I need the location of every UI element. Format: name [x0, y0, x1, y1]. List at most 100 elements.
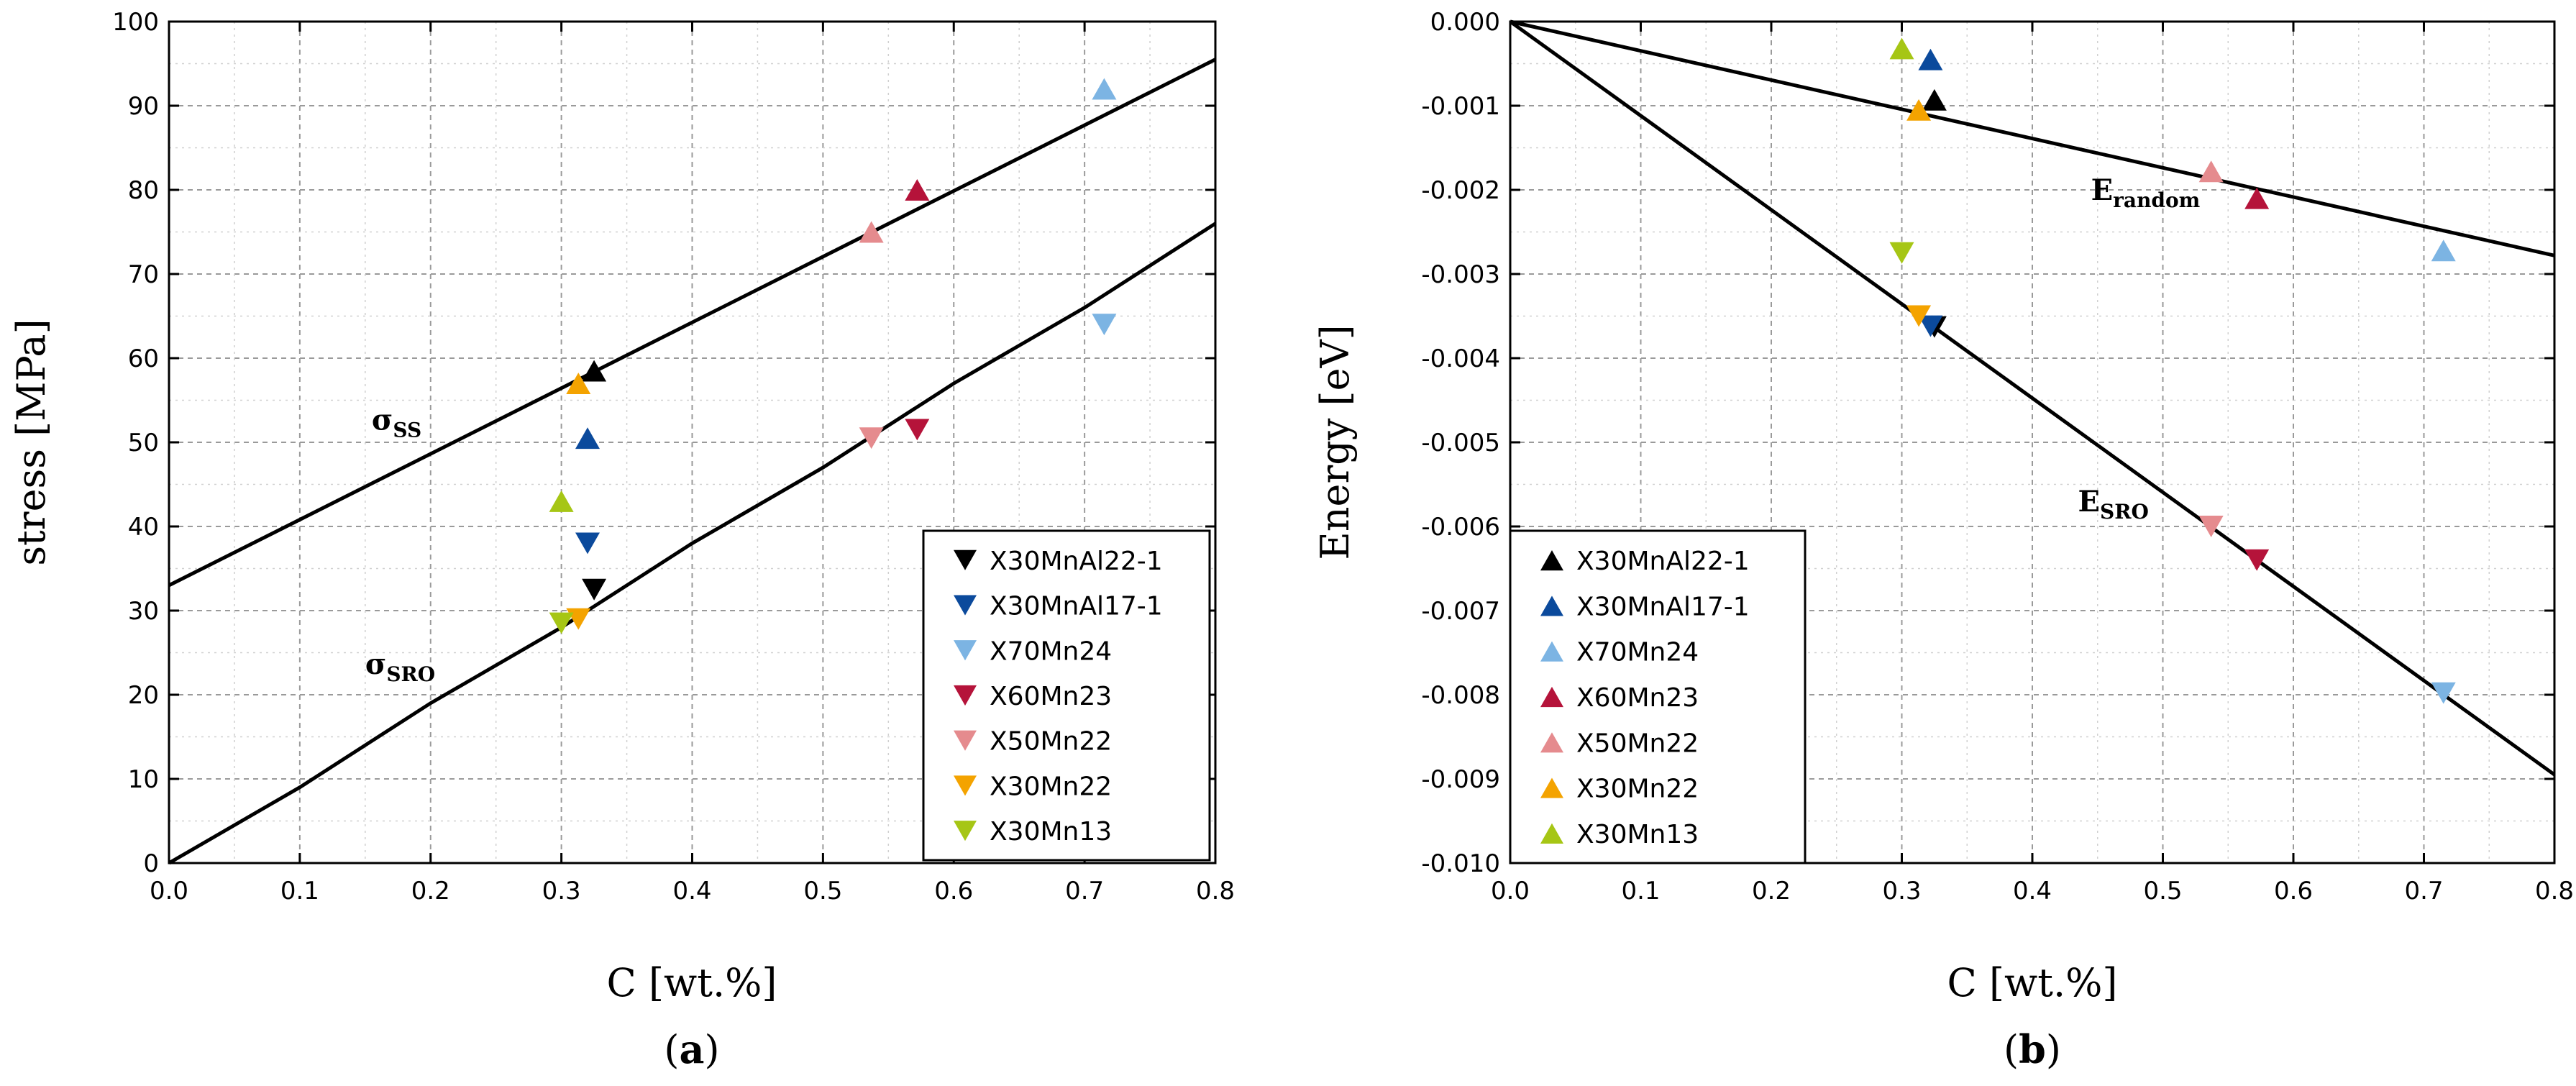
y-tick-label: -0.004 — [1421, 344, 1500, 373]
fit-line-ss — [168, 58, 1217, 588]
data-point-x30mn22-down — [1906, 305, 1932, 327]
line-label-sub: SRO — [2100, 500, 2149, 524]
data-point-x30mnal22-1-down — [582, 578, 607, 601]
x-tick-label: 0.3 — [542, 877, 581, 905]
panel-label-open: ( — [2004, 1027, 2019, 1072]
y-tick-label: 30 — [128, 597, 159, 626]
x-tick-label: 0.4 — [2013, 877, 2052, 905]
x-axis: 0.0 0.1 0.2 0.3 0.4 0.5 0.6 0.7 0.8 — [150, 22, 1235, 905]
x-tick-label: 0.5 — [803, 877, 842, 905]
series-x30mnal22-1 — [582, 360, 607, 601]
legend-label-x30mn22: X30Mn22 — [1576, 775, 1699, 804]
legend-marker-x30mn22 — [954, 775, 977, 796]
x-tick-label: 0.2 — [411, 877, 450, 905]
legend-label-x30mnal22-1: X30MnAl22-1 — [990, 547, 1163, 576]
series-x30mnal22-1 — [1922, 88, 1947, 338]
y-axis-title: stress [MPa] — [9, 319, 54, 565]
y-tick-label: -0.005 — [1421, 429, 1500, 457]
series-x30mn22 — [566, 373, 591, 630]
panel-b: 0.0 0.1 0.2 0.3 0.4 0.5 0.6 0.7 0.8-0.010-0.009-… — [1312, 8, 2574, 1072]
legend-label-x30mn22: X30Mn22 — [990, 772, 1112, 801]
legend-box — [922, 529, 1211, 862]
data-point-x70mn24-up — [2431, 239, 2456, 262]
legend-marker-x30mnal22-1 — [1540, 550, 1563, 571]
legend-marker-x60mn23 — [1540, 686, 1563, 708]
series-x30mnal17-1 — [575, 427, 600, 555]
y-tick-label: 50 — [128, 429, 159, 457]
x-tick-label: 0.6 — [934, 877, 973, 905]
x-tick-label: 0.5 — [2143, 877, 2182, 905]
y-tick-label: 70 — [128, 260, 159, 289]
x-tick-label: 0.8 — [1196, 877, 1235, 905]
panel-label-open: ( — [664, 1027, 679, 1072]
legend-label-x60mn23: X60Mn23 — [990, 682, 1112, 711]
series-x60mn23 — [905, 179, 930, 441]
data-point-x30mnal22-1-up — [1922, 88, 1947, 111]
legend-label-x30mn13: X30Mn13 — [990, 817, 1112, 847]
data-point-x30mnal17-1-up — [575, 427, 600, 450]
x-axis-title: C [wt.%] — [606, 960, 777, 1005]
series-x50mn22 — [2198, 160, 2224, 537]
x-tick-label: 0.2 — [1752, 877, 1791, 905]
data-point-x30mn22-up — [566, 373, 591, 395]
x-tick-label: 0.0 — [1491, 877, 1530, 905]
legend-label-x30mn13: X30Mn13 — [1576, 820, 1699, 849]
y-tick-label: 100 — [112, 8, 159, 37]
legend-marker-x30mnal17-1 — [954, 595, 977, 616]
x-tick-label: 0.0 — [150, 877, 188, 905]
legend-marker-x30mn13 — [954, 821, 977, 841]
legend-marker-x70mn24 — [954, 640, 977, 661]
series-x70mn24 — [1092, 78, 1117, 336]
y-tick-label: 60 — [128, 344, 159, 373]
fit-line-erandom — [1509, 19, 2555, 257]
legend-marker-x30mnal17-1 — [1540, 596, 1563, 616]
panel-a: 0.0 0.1 0.2 0.3 0.4 0.5 0.6 0.7 0.8 0 10 20 30 40 50 60… — [9, 8, 1235, 1072]
x-tick-label: 0.7 — [2404, 877, 2443, 905]
x-tick-label: 0.6 — [2274, 877, 2313, 905]
series-x30mn22 — [1906, 99, 1932, 327]
series-x30mn13 — [1889, 37, 1914, 264]
legend-marker-x30mn22 — [1540, 777, 1563, 798]
data-point-x30mnal17-1-down — [575, 532, 600, 555]
fit-line-sro — [168, 222, 1217, 865]
y-axis-title: Energy [eV] — [1312, 324, 1358, 560]
legend: X30MnAl22-1 X30MnAl17-1 X70Mn24 X60Mn23 X50M… — [922, 529, 1211, 862]
data-point-x60mn23-down — [905, 419, 930, 441]
y-tick-label: 0 — [143, 849, 159, 878]
legend-marker-x50mn22 — [954, 730, 977, 751]
x-tick-label: 0.3 — [1882, 877, 1921, 905]
series-x60mn23 — [2244, 187, 2270, 571]
fit-line-esro — [1509, 19, 2556, 777]
data-point-x60mn23-down — [2244, 549, 2270, 571]
legend-marker-x70mn24 — [1540, 641, 1563, 662]
data-point-x50mn22-up — [859, 221, 884, 243]
legend-label-x30mnal17-1: X30MnAl17-1 — [990, 592, 1163, 621]
x-tick-label: 0.4 — [672, 877, 711, 905]
y-tick-label: -0.002 — [1421, 176, 1500, 205]
data-point-x70mn24-down — [1092, 314, 1117, 336]
legend-label-x30mnal17-1: X30MnAl17-1 — [1576, 592, 1750, 621]
legend-label-x50mn22: X50Mn22 — [990, 727, 1112, 757]
panel-label: (b) — [2004, 1026, 2061, 1072]
data-point-x60mn23-up — [2244, 187, 2270, 209]
x-axis: 0.0 0.1 0.2 0.3 0.4 0.5 0.6 0.7 0.8 — [1491, 22, 2574, 905]
y-axis: 0 10 20 30 40 50 60 70 80 90 100 — [112, 8, 1215, 878]
y-tick-label: -0.006 — [1421, 513, 1500, 542]
y-axis: -0.010 -0.009 -0.008 -0.007 -0.006 -0.005 -0.0… — [1421, 8, 2554, 878]
x-tick-label: 0.1 — [280, 877, 319, 905]
panel-label-letter: b — [2019, 1026, 2046, 1072]
data-point-x70mn24-down — [2431, 682, 2456, 704]
line-label-main: E — [2091, 173, 2114, 207]
line-label-ss: σSS — [372, 403, 421, 442]
series-x30mn13 — [549, 490, 574, 634]
y-tick-label: -0.008 — [1421, 681, 1500, 710]
series-x50mn22 — [859, 221, 884, 450]
legend-box — [1509, 529, 1807, 864]
legend-label-x60mn23: X60Mn23 — [1576, 683, 1699, 713]
y-tick-label: 90 — [128, 92, 159, 121]
data-point-x30mn13-down — [549, 612, 574, 634]
line-label-sub: SS — [393, 418, 421, 442]
legend-label-x50mn22: X50Mn22 — [1576, 729, 1699, 758]
y-tick-label: 0.000 — [1430, 8, 1500, 37]
